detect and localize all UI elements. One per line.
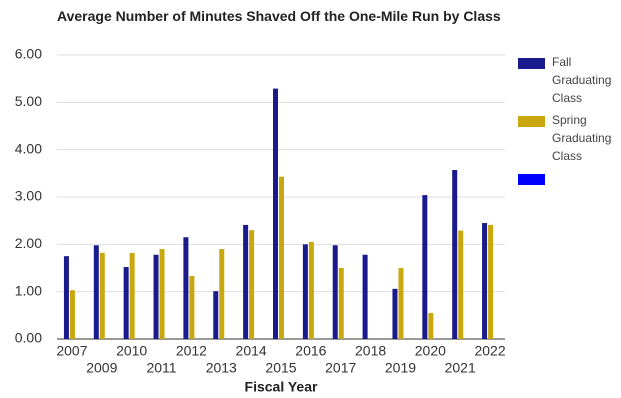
bar (213, 291, 219, 339)
x-tick-label: 2012 (176, 343, 207, 359)
bar (398, 268, 404, 339)
x-tick-label: 2010 (116, 343, 147, 359)
bar (69, 290, 75, 339)
bar (458, 230, 464, 339)
bar (428, 312, 434, 339)
bar (123, 267, 129, 339)
x-tick-label: 2019 (385, 360, 416, 376)
bar (183, 237, 189, 339)
x-tick-label: 2007 (56, 343, 87, 359)
bar (93, 245, 99, 339)
chart-title: Average Number of Minutes Shaved Off the… (57, 8, 501, 24)
x-tick-label: 2015 (265, 360, 296, 376)
y-tick-label: 0.00 (15, 330, 42, 346)
legend-swatch (518, 116, 545, 127)
bar (362, 254, 368, 339)
x-tick-label: 2013 (206, 360, 237, 376)
bar (159, 249, 165, 339)
x-tick-label: 2014 (236, 343, 267, 359)
y-tick-label: 4.00 (15, 140, 42, 156)
bar (392, 288, 398, 339)
y-tick-label: 5.00 (15, 93, 42, 109)
bar (279, 176, 284, 339)
bar (338, 268, 344, 339)
x-tick-label: 2022 (474, 343, 505, 359)
x-tick-label: 2020 (415, 343, 446, 359)
x-axis-label: Fiscal Year (245, 379, 318, 395)
bar (308, 241, 314, 339)
legend-swatch (518, 58, 545, 69)
bar (153, 254, 159, 339)
x-tick-label: 2021 (445, 360, 476, 376)
x-tick-label: 2011 (146, 360, 176, 376)
x-tick-label: 2017 (325, 360, 356, 376)
legend-label: Fall Graduating Class (552, 55, 612, 105)
bar (219, 249, 225, 339)
x-tick-label: 2018 (355, 343, 386, 359)
bar (488, 224, 494, 339)
bar (189, 276, 195, 339)
y-tick-label: 2.00 (15, 235, 42, 251)
bar (249, 230, 255, 339)
bar (63, 256, 69, 339)
bar (482, 223, 488, 339)
y-tick-label: 3.00 (15, 188, 42, 204)
legend-swatch-extra (518, 174, 545, 185)
bar (452, 170, 458, 339)
bar (332, 245, 338, 339)
x-tick-label: 2009 (86, 360, 117, 376)
y-tick-label: 6.00 (15, 46, 42, 62)
x-tick-label: 2016 (295, 343, 326, 359)
bar (99, 252, 105, 339)
y-tick-label: 1.00 (15, 282, 42, 298)
bar (302, 244, 308, 339)
legend-label: Spring Graduating Class (552, 113, 612, 163)
bar (273, 88, 278, 340)
bar (422, 195, 428, 339)
bar (243, 224, 249, 339)
bar (129, 252, 135, 339)
